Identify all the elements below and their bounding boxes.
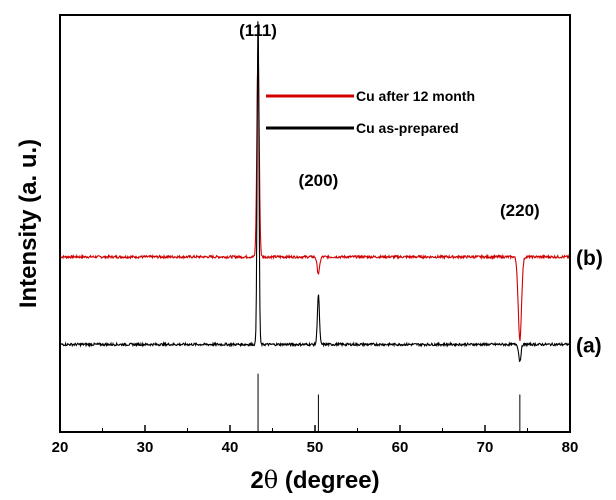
series-line-b <box>59 50 571 341</box>
legend-label: Cu as-prepared <box>356 120 459 136</box>
curve-label-b: (b) <box>576 247 603 270</box>
x-tick-label: 60 <box>392 439 409 456</box>
peak-label: (111) <box>239 21 277 40</box>
peak-label: (220) <box>500 201 540 220</box>
x-tick-label: 20 <box>52 439 69 456</box>
x-axis-title-theta: θ <box>264 466 278 494</box>
x-tick-label: 50 <box>307 439 324 456</box>
x-tick-label: 70 <box>477 439 494 456</box>
y-axis-title: Intensity (a. u.) <box>15 139 42 308</box>
x-axis-title-main: 2 <box>250 467 263 494</box>
series-line-a <box>59 21 571 363</box>
x-tick-label: 80 <box>562 439 579 456</box>
plot-area <box>59 21 571 432</box>
x-tick-label: 40 <box>222 439 239 456</box>
curve-label-a: (a) <box>576 334 602 357</box>
x-tick-label: 30 <box>137 439 154 456</box>
x-axis-ticks: 20 30 40 50 60 70 80 <box>52 425 579 456</box>
legend-label: Cu after 12 month <box>356 88 475 104</box>
peak-label: (200) <box>299 171 339 190</box>
legend: Cu after 12 month Cu as-prepared <box>266 88 475 136</box>
x-axis-title: 2θ (degree) <box>250 466 379 494</box>
plot-frame <box>59 14 571 433</box>
x-axis-title-unit: (degree) <box>278 467 379 494</box>
annotations: (b) (a) (111) (200) (220) <box>239 21 603 357</box>
